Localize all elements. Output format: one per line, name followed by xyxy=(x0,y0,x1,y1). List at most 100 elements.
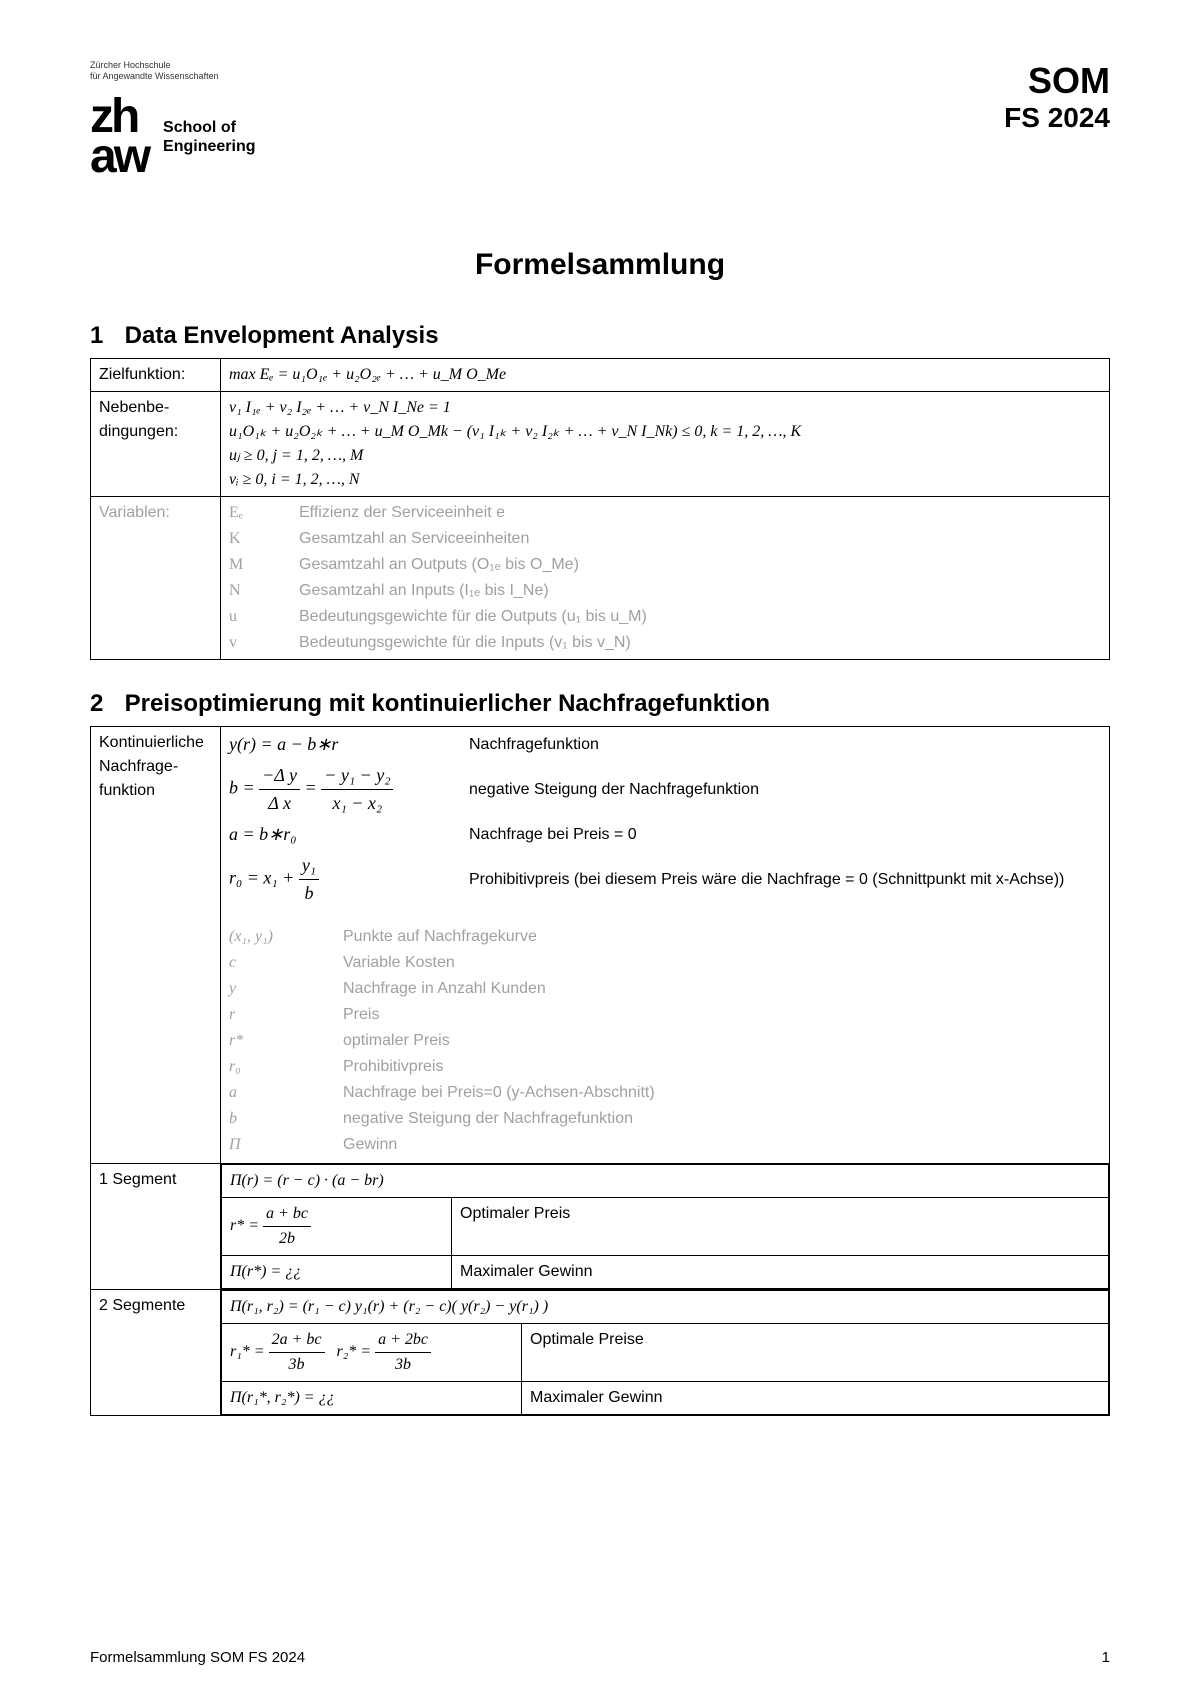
var-desc: Nachfrage in Anzahl Kunden xyxy=(343,977,546,1001)
constraint-1: v₁ I₁ₑ + v₂ I₂ₑ + … + v_N I_Ne = 1 xyxy=(229,396,1101,420)
var-desc: optimaler Preis xyxy=(343,1029,450,1053)
var-symbol: (x₁, y₁) xyxy=(229,925,319,949)
zielfunktion-label: Zielfunktion: xyxy=(91,359,221,392)
footer-text: Formelsammlung SOM FS 2024 xyxy=(90,1649,305,1666)
nebenbedingungen-formulas: v₁ I₁ₑ + v₂ I₂ₑ + … + v_N I_Ne = 1 u₁O₁ₖ… xyxy=(221,392,1110,497)
var-desc: Nachfrage bei Preis=0 (y-Achsen-Abschnit… xyxy=(343,1081,655,1105)
seg1-f1-den: 2b xyxy=(263,1227,311,1251)
seg2-desc-1: Optimale Preise xyxy=(522,1324,1109,1382)
school-line2: Engineering xyxy=(163,138,255,155)
segment2-content: Π(r₁, r₂) = (r₁ − c) y₁(r) + (r₂ − c)( y… xyxy=(221,1290,1110,1416)
nf-formula-4: r₀ = x₁ + y₁b xyxy=(229,852,449,907)
nf4-num: y₁ xyxy=(299,852,319,880)
seg1-f1-lhs: r* = xyxy=(230,1217,259,1234)
segment1-label: 1 Segment xyxy=(91,1164,221,1290)
logo-row: zh aw School of Engineering xyxy=(90,97,255,179)
table-row: Kontinuierliche Nachfrage-funktion y(r) … xyxy=(91,727,1110,1164)
section-2-num: 2 xyxy=(90,690,118,718)
section-1-title: Data Envelopment Analysis xyxy=(125,322,439,349)
var-symbol: y xyxy=(229,977,319,1001)
nf2-num2: − y₁ − y₂ xyxy=(321,762,393,790)
nf2-den1: Δ x xyxy=(259,790,300,817)
page-header: Zürcher Hochschule für Angewandte Wissen… xyxy=(90,60,1110,178)
constraint-3: uⱼ ≥ 0, j = 1, 2, …, M xyxy=(229,444,1101,468)
section-1-heading: 1 Data Envelopment Analysis xyxy=(90,322,1110,350)
nf2-lhs: b = xyxy=(229,778,255,798)
seg2-f1b-num: a + 2bc xyxy=(375,1328,431,1353)
nf2-den2: x₁ − x₂ xyxy=(321,790,393,817)
var-desc: Bedeutungsgewichte für die Outputs (u₁ b… xyxy=(299,605,1101,629)
dea-table: Zielfunktion: max Eₑ = u₁O₁ₑ + u₂O₂ₑ + …… xyxy=(90,358,1110,660)
var-desc: Bedeutungsgewichte für die Inputs (v₁ bi… xyxy=(299,631,1101,655)
zhaw-logo: zh aw xyxy=(90,97,148,179)
table-row: Zielfunktion: max Eₑ = u₁O₁ₑ + u₂O₂ₑ + …… xyxy=(91,359,1110,392)
var-symbol: r xyxy=(229,1003,319,1027)
nf4-lhs: r₀ = x₁ + xyxy=(229,868,294,888)
nf-vars: (x₁, y₁) Punkte auf Nachfragekurve c Variab… xyxy=(229,925,1101,1157)
nf-formula-3: a = b∗r₀ xyxy=(229,821,449,848)
zielfunktion-formula: max Eₑ = u₁O₁ₑ + u₂O₂ₑ + … + u_M O_Me xyxy=(221,359,1110,392)
nachfragefunktion-content: y(r) = a − b∗r Nachfragefunktion b = −Δ … xyxy=(221,727,1110,1164)
segment1-content: Π(r) = (r − c) · (a − br) r* = a + bc2b … xyxy=(221,1164,1110,1290)
table-row: Nebenbe-dingungen: v₁ I₁ₑ + v₂ I₂ₑ + … +… xyxy=(91,392,1110,497)
section-2-heading: 2 Preisoptimierung mit kontinuierlicher … xyxy=(90,690,1110,718)
var-symbol: a xyxy=(229,1081,319,1105)
page-footer: Formelsammlung SOM FS 2024 1 xyxy=(90,1649,1110,1666)
variablen-list: EₑEffizienz der Serviceeinheit eKGesamtz… xyxy=(221,497,1110,660)
nf-desc-1: Nachfragefunktion xyxy=(469,733,599,757)
table-row: 1 Segment Π(r) = (r − c) · (a − br) r* =… xyxy=(91,1164,1110,1290)
school-line1: School of xyxy=(163,119,236,136)
var-symbol: v xyxy=(229,631,299,655)
var-symbol: Π xyxy=(229,1133,319,1157)
seg2-formula-1: r₁* = 2a + bc3b r₂* = a + 2bc3b xyxy=(222,1324,522,1382)
logo-aw: aw xyxy=(90,137,148,178)
var-desc: Punkte auf Nachfragekurve xyxy=(343,925,537,949)
seg2-desc-2: Maximaler Gewinn xyxy=(522,1382,1109,1415)
var-desc: Variable Kosten xyxy=(343,951,455,975)
seg1-profit-fn: Π(r) = (r − c) · (a − br) xyxy=(222,1165,1109,1198)
page-title: Formelsammlung xyxy=(90,248,1110,282)
var-symbol: K xyxy=(229,527,299,551)
var-symbol: M xyxy=(229,553,299,577)
var-desc: Gewinn xyxy=(343,1133,397,1157)
var-symbol: u xyxy=(229,605,299,629)
nachfragefunktion-label: Kontinuierliche Nachfrage-funktion xyxy=(91,727,221,1164)
var-desc: Gesamtzahl an Inputs (I₁ₑ bis I_Ne) xyxy=(299,579,1101,603)
university-name: Zürcher Hochschule für Angewandte Wissen… xyxy=(90,60,255,82)
seg1-desc-1: Optimaler Preis xyxy=(452,1198,1109,1256)
var-symbol: Eₑ xyxy=(229,501,299,525)
nf-formula-1: y(r) = a − b∗r xyxy=(229,731,449,758)
var-desc: Gesamtzahl an Serviceeinheiten xyxy=(299,527,1101,551)
table-row: 2 Segmente Π(r₁, r₂) = (r₁ − c) y₁(r) + … xyxy=(91,1290,1110,1416)
header-left: Zürcher Hochschule für Angewandte Wissen… xyxy=(90,60,255,178)
var-symbol: r₀ xyxy=(229,1055,319,1079)
page-number: 1 xyxy=(1102,1649,1110,1666)
constraint-2: u₁O₁ₖ + u₂O₂ₖ + … + u_M O_Mk − (v₁ I₁ₖ +… xyxy=(229,420,1101,444)
nf2-eq: = xyxy=(305,778,317,798)
nebenbedingungen-label: Nebenbe-dingungen: xyxy=(91,392,221,497)
var-desc: Effizienz der Serviceeinheit e xyxy=(299,501,1101,525)
var-symbol: r* xyxy=(229,1029,319,1053)
seg2-f1b-lhs: r₂* = xyxy=(337,1343,372,1360)
seg1-formula-1: r* = a + bc2b xyxy=(222,1198,452,1256)
var-desc: negative Steigung der Nachfragefunktion xyxy=(343,1107,633,1131)
var-desc: Preis xyxy=(343,1003,379,1027)
nf-desc-2: negative Steigung der Nachfragefunktion xyxy=(469,778,759,802)
var-desc: Gesamtzahl an Outputs (O₁ₑ bis O_Me) xyxy=(299,553,1101,577)
seg1-f1-num: a + bc xyxy=(263,1202,311,1227)
var-symbol: b xyxy=(229,1107,319,1131)
section-1-num: 1 xyxy=(90,322,118,350)
seg2-formula-2: Π(r₁*, r₂*) = ¿¿ xyxy=(222,1382,522,1415)
seg2-f1a-num: 2a + bc xyxy=(269,1328,325,1353)
nf4-den: b xyxy=(299,880,319,907)
var-symbol: c xyxy=(229,951,319,975)
variablen-label: Variablen: xyxy=(91,497,221,660)
section-2-title: Preisoptimierung mit kontinuierlicher Na… xyxy=(125,690,770,717)
var-desc: Prohibitivpreis xyxy=(343,1055,443,1079)
nf-formula-2: b = −Δ yΔ x = − y₁ − y₂x₁ − x₂ xyxy=(229,762,449,817)
uni-line1: Zürcher Hochschule xyxy=(90,60,171,70)
segment2-label: 2 Segmente xyxy=(91,1290,221,1416)
nf2-num1: −Δ y xyxy=(259,762,300,790)
pricing-table: Kontinuierliche Nachfrage-funktion y(r) … xyxy=(90,726,1110,1416)
nf-desc-4: Prohibitivpreis (bei diesem Preis wäre d… xyxy=(469,868,1064,892)
